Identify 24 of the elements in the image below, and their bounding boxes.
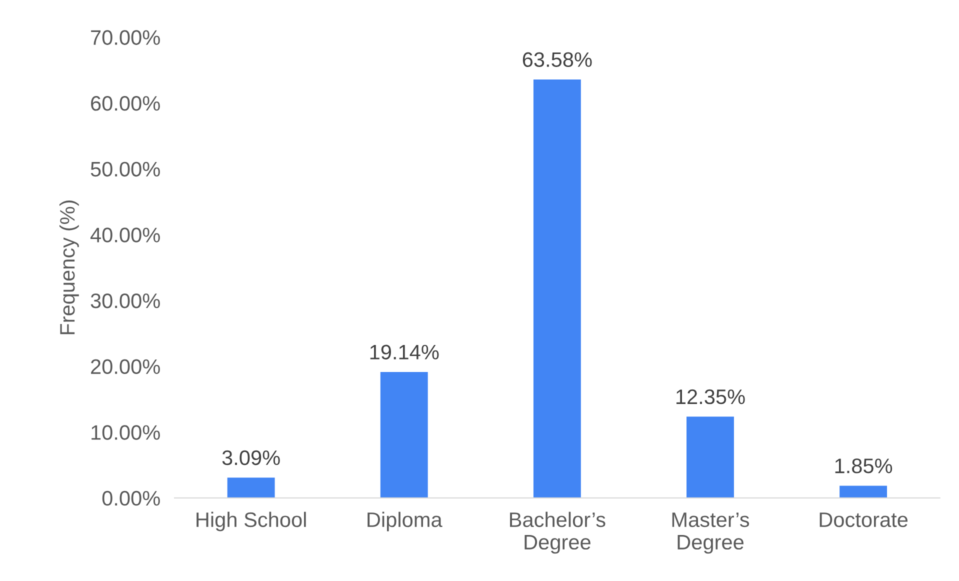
bar [380,372,428,498]
y-axis-title: Frequency (%) [59,200,79,334]
data-label: 19.14% [370,344,439,360]
x-tick-label: Diploma [368,512,442,532]
y-tick-label: 50.00% [90,162,160,177]
y-tick-label: 20.00% [91,359,160,374]
x-tick-label: Doctorate [820,512,908,528]
x-tick-label: Bachelor’s Degree [510,512,606,554]
y-tick-label: 30.00% [90,293,160,308]
x-tick-label: Master’s Degree [672,512,750,554]
bar [840,486,888,498]
bar [686,416,734,498]
data-label: 1.85% [835,458,892,474]
data-label: 3.09% [222,450,280,466]
y-tick-label: 60.00% [91,96,160,111]
x-tick-label: High School [196,512,306,532]
bar [227,478,275,498]
data-label: 12.35% [676,389,745,404]
y-tick-label: 0.00% [102,490,160,506]
data-label: 63.58% [522,52,592,67]
y-tick-label: 10.00% [92,425,160,440]
y-tick-label: 40.00% [90,228,160,242]
bar [533,79,581,498]
y-tick-label: 70.00% [91,30,160,45]
